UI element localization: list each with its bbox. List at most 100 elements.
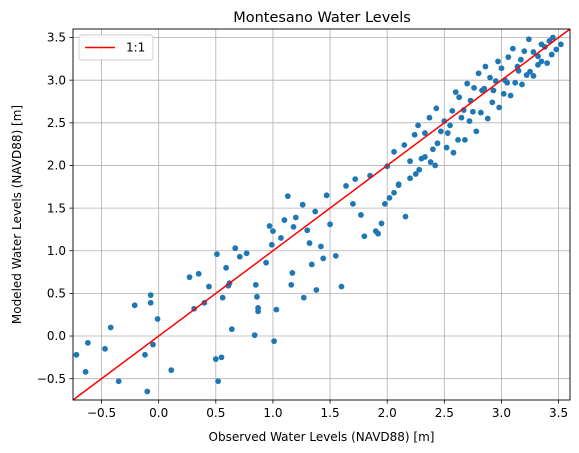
x-tick-label: 1.0: [263, 406, 282, 420]
scatter-point: [251, 332, 258, 339]
scatter-point: [338, 283, 345, 290]
plot-area: [72, 28, 571, 401]
scatter-point: [270, 228, 276, 235]
scatter-point: [386, 194, 393, 201]
scatter-point: [206, 283, 212, 290]
scatter-point: [254, 293, 260, 300]
plot-frame: [72, 28, 571, 401]
scatter-point: [553, 46, 560, 53]
scatter-point: [500, 90, 507, 97]
scatter-point: [236, 253, 243, 260]
scatter-point: [509, 45, 516, 52]
scatter-point: [458, 114, 465, 121]
x-tick-label: 0.0: [149, 406, 168, 420]
scatter-point: [401, 142, 408, 148]
scatter-point: [447, 122, 453, 129]
scatter-point: [358, 212, 364, 218]
scatter-point: [416, 166, 423, 173]
scatter-point: [318, 243, 324, 250]
x-tick-label: −0.5: [87, 406, 116, 420]
scatter-point: [232, 245, 239, 252]
scatter-point: [223, 264, 229, 271]
scatter-point: [252, 281, 259, 288]
scatter-point: [115, 378, 122, 385]
scatter-point: [496, 104, 503, 111]
scatter-point: [320, 255, 327, 262]
y-tick-label: 2.5: [47, 116, 66, 130]
scatter-point: [443, 144, 450, 151]
scatter-point: [452, 89, 459, 96]
scatter-point: [255, 304, 261, 311]
scatter-point: [212, 356, 219, 362]
scatter-point: [107, 324, 114, 331]
scatter-point: [469, 108, 476, 115]
scatter-point: [512, 79, 519, 86]
scatter-point: [535, 61, 541, 68]
scatter-point: [273, 306, 280, 313]
x-tick-label: 3.5: [549, 406, 568, 420]
y-tick-label: 1.5: [47, 201, 66, 215]
scatter-point: [82, 368, 89, 375]
scatter-point: [263, 259, 269, 266]
y-tick-label: 0.5: [47, 287, 66, 301]
scatter-point: [352, 176, 359, 183]
scatter-point: [313, 287, 320, 293]
chart-title: Montesano Water Levels: [233, 10, 411, 26]
scatter-point: [407, 175, 413, 182]
scatter-point: [306, 240, 313, 246]
scatter-point: [421, 154, 428, 160]
scatter-point: [461, 136, 468, 143]
scatter-point: [495, 58, 501, 65]
scatter-point: [391, 148, 397, 155]
one-to-one-line: [72, 28, 571, 401]
scatter-point: [521, 48, 528, 55]
scatter-point: [548, 51, 555, 58]
y-tick-label: 1.0: [47, 244, 66, 258]
y-axis-title: Modeled Water Levels (NAVD88) [m]: [10, 105, 24, 324]
scatter-point: [215, 378, 222, 385]
scatter-point: [517, 56, 524, 63]
scatter-point: [489, 99, 496, 106]
scatter-point: [332, 252, 339, 259]
scatter-point: [195, 270, 202, 277]
scatter-point: [144, 388, 151, 395]
x-tick-label: 1.5: [321, 406, 340, 420]
scatter-point: [549, 34, 556, 41]
scatter-point: [415, 122, 421, 129]
scatter-point: [300, 294, 307, 301]
scatter-point: [150, 341, 156, 348]
scatter-point: [432, 162, 439, 169]
scatter-point: [271, 338, 277, 345]
scatter-point: [482, 63, 489, 70]
scatter-point: [323, 192, 330, 199]
y-tick-label: 0.0: [47, 329, 66, 343]
scatter-point: [378, 220, 385, 227]
scatter-point: [278, 235, 284, 241]
scatter-point: [433, 105, 440, 112]
scatter-point: [490, 87, 497, 94]
y-tick-label: 3.5: [47, 31, 66, 45]
scatter-point: [214, 251, 220, 258]
y-tick-label: 3.0: [47, 73, 66, 87]
scatter-point: [281, 217, 288, 223]
scatter-point: [292, 214, 299, 221]
scatter-point: [544, 60, 551, 67]
scatter-point: [186, 274, 193, 281]
legend-box: [78, 34, 154, 61]
scatter-point: [228, 326, 235, 333]
y-tick-label: −0.5: [37, 372, 66, 386]
x-tick-label: 0.5: [206, 406, 225, 420]
scatter-point: [395, 181, 402, 188]
scatter-point: [131, 302, 138, 309]
scatter-point: [426, 114, 433, 121]
legend: 1:1: [78, 34, 154, 61]
scatter-point: [412, 171, 419, 177]
x-axis-title: Observed Water Levels (NAVD88) [m]: [209, 430, 435, 444]
scatter-point: [327, 221, 333, 228]
scatter-point: [427, 159, 434, 165]
x-tick-label: 2.5: [435, 406, 454, 420]
scatter-point: [557, 41, 564, 48]
scatter-point: [343, 183, 349, 189]
scatter-point: [475, 70, 482, 77]
